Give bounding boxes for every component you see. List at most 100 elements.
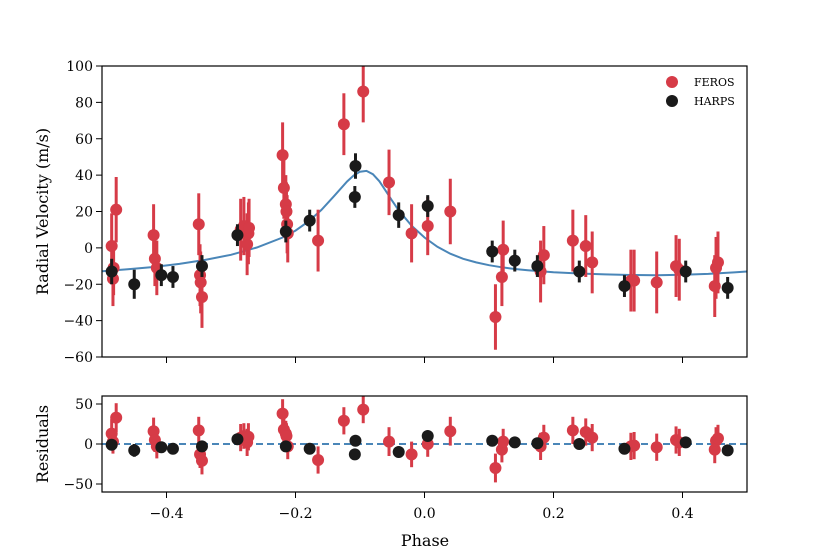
- feros-point: [566, 234, 579, 247]
- rv-plot-area: [102, 66, 747, 350]
- harps-point: [279, 225, 292, 238]
- harps-point: [166, 442, 179, 455]
- x-tick-label: −0.4: [150, 506, 184, 522]
- feros-point: [537, 249, 550, 262]
- rv-ytick-label: 100: [66, 59, 93, 75]
- feros-point: [357, 85, 370, 98]
- rv-ytick-label: 80: [75, 95, 93, 111]
- harps-point: [303, 442, 316, 455]
- feros-point: [147, 229, 160, 242]
- harps-point: [231, 229, 244, 242]
- harps-point: [508, 254, 521, 267]
- feros-point: [312, 234, 325, 247]
- feros-point: [628, 439, 641, 452]
- feros-point: [383, 176, 396, 189]
- rv-ytick-label: 40: [75, 168, 93, 184]
- harps-point: [349, 160, 362, 173]
- x-tick-label: 0.0: [413, 506, 435, 522]
- residuals-panel: −50 0 50 −0.4 −0.2 0.0 0.2 0.4 Residuals: [33, 395, 748, 522]
- feros-point: [650, 276, 663, 289]
- feros-point: [489, 310, 502, 323]
- harps-point: [195, 260, 208, 273]
- x-axis-title: Phase: [401, 531, 449, 550]
- rv-ytick-label: 20: [75, 205, 93, 221]
- harps-point: [531, 260, 544, 273]
- rv-ytick-label: −40: [63, 314, 93, 330]
- feros-point: [566, 424, 579, 437]
- residuals-ytick-label: 50: [75, 397, 93, 413]
- feros-point: [711, 432, 724, 445]
- harps-point: [486, 245, 499, 258]
- harps-point: [279, 440, 292, 453]
- feros-point: [579, 240, 592, 253]
- legend: FEROS HARPS: [666, 76, 735, 108]
- residuals-y-axis-title: Residuals: [33, 405, 52, 483]
- harps-point: [573, 438, 586, 450]
- feros-point: [277, 181, 290, 194]
- harps-point: [486, 434, 499, 447]
- rv-frame: [101, 65, 748, 358]
- harps-point: [128, 444, 141, 457]
- feros-point: [280, 430, 293, 442]
- feros-point: [337, 414, 350, 427]
- harps-point: [349, 434, 362, 447]
- rv-ytick-label: 60: [75, 132, 93, 148]
- feros-point: [405, 227, 418, 240]
- harps-point: [155, 269, 168, 282]
- harps-point: [128, 278, 141, 291]
- feros-point: [276, 149, 289, 162]
- harps-point: [166, 270, 179, 283]
- harps-point: [618, 280, 631, 293]
- feros-point: [280, 205, 293, 218]
- feros-point: [497, 243, 510, 256]
- harps-point: [531, 437, 544, 450]
- x-tick-label: 0.2: [542, 506, 564, 522]
- feros-point: [357, 403, 370, 416]
- harps-point: [392, 446, 405, 458]
- feros-point: [586, 431, 599, 444]
- feros-point: [192, 424, 205, 437]
- harps-point: [392, 209, 405, 222]
- harps-point: [679, 436, 692, 449]
- x-tick-label: 0.4: [671, 506, 693, 522]
- feros-point: [628, 274, 641, 287]
- harps-point: [421, 200, 434, 213]
- residuals-ytick-label: 0: [84, 437, 93, 453]
- harps-point: [679, 265, 692, 278]
- feros-point: [147, 425, 160, 438]
- harps-point: [573, 265, 586, 278]
- feros-point: [148, 252, 161, 265]
- feros-point: [405, 448, 418, 461]
- feros-point: [276, 407, 289, 420]
- harps-point: [231, 433, 244, 446]
- residuals-frame: [101, 395, 748, 493]
- radial-velocity-panel: −60 −40 −20 0 20 40 60 80 100 Radial Velocity (m/…: [33, 59, 748, 366]
- harps-point: [618, 442, 631, 455]
- feros-point: [312, 454, 325, 466]
- rv-ytick-label: 0: [84, 241, 93, 257]
- feros-point: [110, 203, 123, 216]
- feros-point: [195, 454, 208, 467]
- harps-point: [421, 430, 434, 442]
- harps-point: [155, 441, 168, 454]
- feros-point: [241, 238, 254, 251]
- x-tick-label: −0.2: [279, 506, 313, 522]
- feros-point: [586, 256, 599, 269]
- feros-point: [444, 205, 457, 218]
- feros-point: [110, 411, 123, 424]
- harps-legend-marker: [666, 95, 678, 107]
- residuals-ytick-label: −50: [63, 477, 93, 493]
- feros-point: [105, 240, 118, 253]
- harps-point: [508, 436, 521, 449]
- feros-point: [192, 218, 205, 231]
- feros-point: [242, 430, 255, 443]
- feros-point: [194, 276, 207, 289]
- harps-point: [721, 281, 734, 294]
- harps-point: [105, 438, 118, 451]
- feros-point: [650, 441, 663, 454]
- feros-point: [195, 290, 208, 303]
- rv-ytick-label: −60: [63, 350, 93, 366]
- harps-point: [348, 190, 361, 203]
- feros-point: [444, 425, 457, 438]
